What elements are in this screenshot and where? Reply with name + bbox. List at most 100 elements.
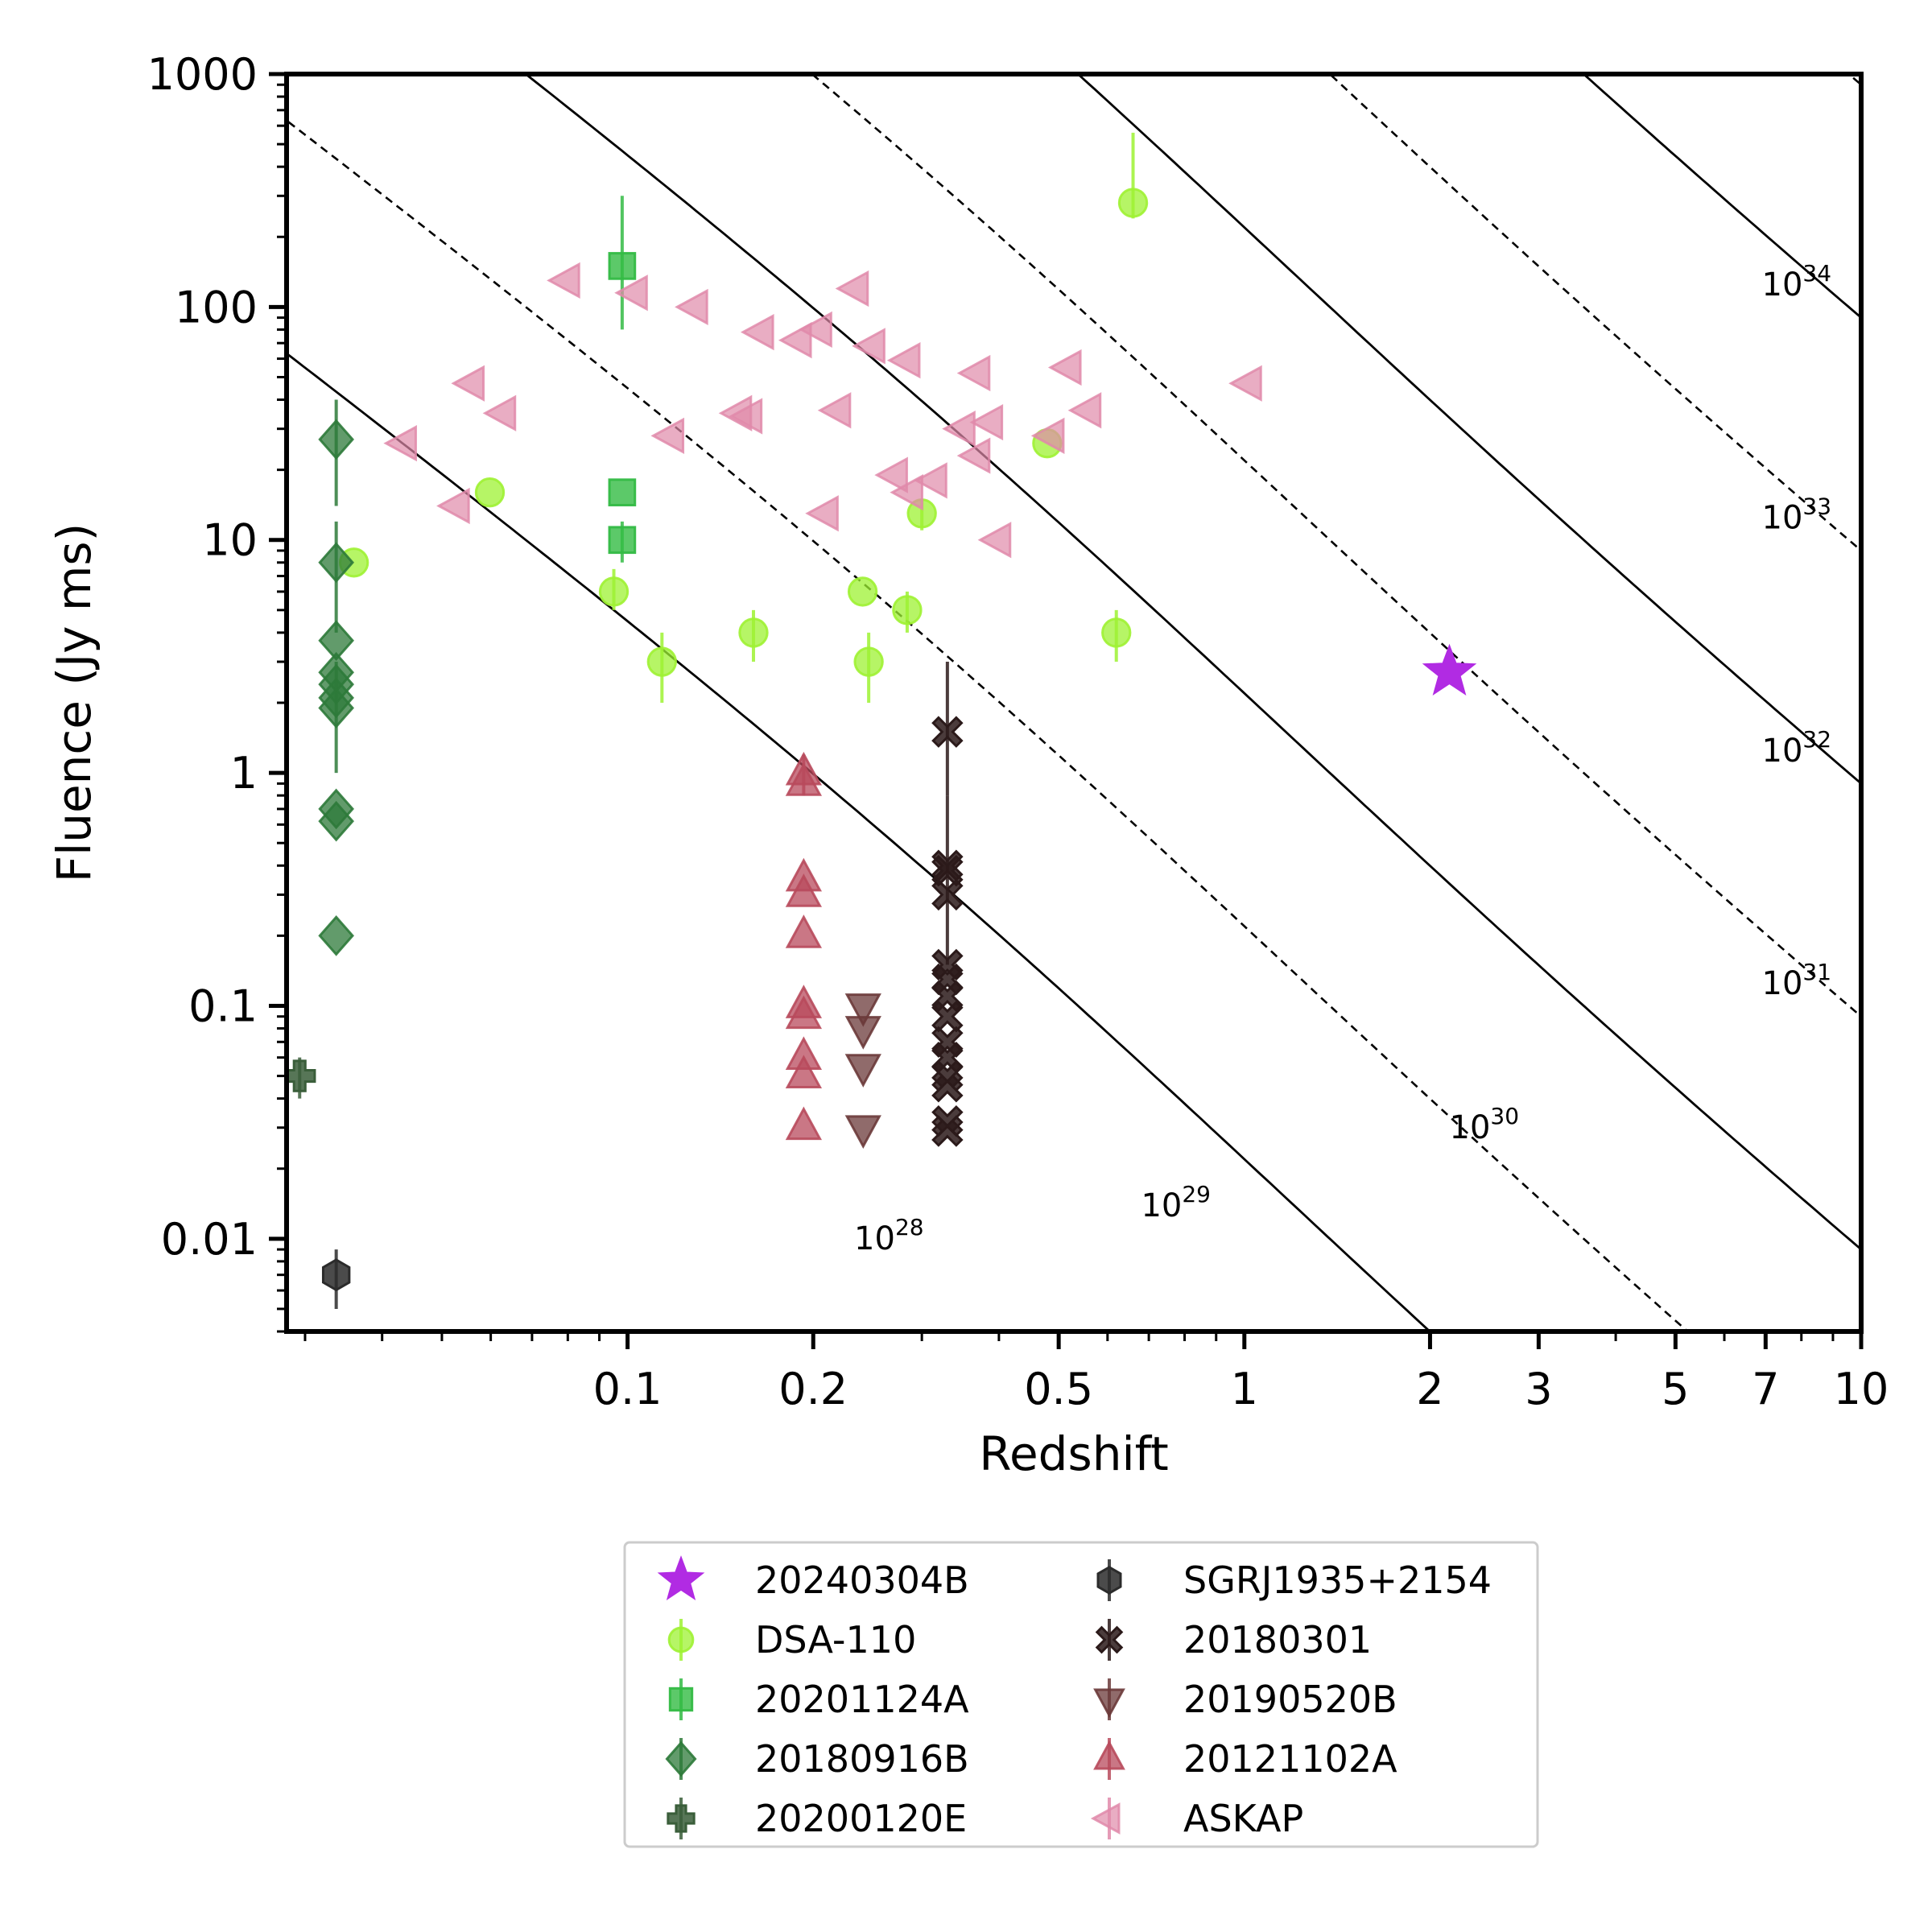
data-point [598,576,630,607]
data-point [650,417,685,454]
data-point [931,1115,964,1147]
data-point [785,1055,823,1088]
energy-curve-label-33: 1033 [1762,493,1832,536]
legend-marker [657,1555,705,1600]
y-tick-label: 10 [202,515,258,566]
energy-curve-30 [523,74,1861,1251]
legend-label: 20200120E [755,1797,967,1840]
legend-item: 20200120E [667,1797,967,1840]
data-point [844,1115,881,1150]
legend-label: 20240304B [755,1558,969,1602]
data-point [778,322,812,359]
data-point [844,1054,881,1088]
data-point [844,993,881,1027]
legend-label: ASKAP [1183,1797,1303,1840]
data-point [931,854,964,887]
data-point [890,474,923,511]
legend: 20240304B DSA-110 20201124A 20180916B 202001… [623,1541,1539,1848]
energy-curve-34 [1582,74,1861,319]
axis-ticks: 0.1 0.2 0.5 1 2 3 5 7 10 0.01 0.1 1 10 100 1000 [147,49,1889,1414]
data-point [383,425,417,462]
legend-item: ASKAP [1090,1797,1303,1840]
data-point [318,914,354,956]
data-point [614,275,648,312]
data-point [805,495,839,532]
data-point [956,437,991,474]
data-point [436,487,470,525]
legend-label: 20180301 [1183,1618,1372,1662]
legend-label: 20121102A [1183,1737,1397,1781]
data-point [321,1258,351,1292]
x-tick-label: 5 [1662,1364,1689,1414]
x-tick-label: 7 [1752,1364,1779,1414]
energy-curve-28 [287,352,1432,1331]
x-tick-label: 2 [1416,1364,1443,1414]
data-points [287,132,1477,1309]
plot-frame [284,72,1864,1334]
data-point [799,311,832,349]
series-20180916B [318,399,354,956]
data-point [853,646,884,677]
data-point [482,394,517,431]
energy-curve-29 [287,119,1690,1331]
series-ASKAP [383,262,1262,559]
data-point [1422,643,1477,696]
energy-curve-label-30: 1030 [1450,1103,1520,1146]
data-point [1047,349,1082,386]
energy-curve-label-29: 1029 [1141,1181,1211,1224]
y-tick-label: 100 [175,282,258,332]
series-20240304B [1422,643,1477,696]
energy-curve-33 [1327,74,1861,551]
data-point [785,1106,823,1141]
data-point [675,288,708,325]
x-tick-label: 0.2 [778,1364,848,1414]
data-point [847,576,878,607]
legend-label: 20201124A [755,1678,969,1721]
data-point [817,392,852,429]
legend-marker [1090,1802,1121,1835]
data-point [729,398,763,435]
legend-item: 20180916B [665,1737,969,1781]
energy-curve-label-31: 1031 [1762,959,1832,1002]
data-point [835,270,869,308]
y-tick-label: 1 [230,748,258,799]
data-point [956,354,991,392]
data-point [1030,417,1065,454]
data-point [977,522,1012,559]
series-20201124A [608,196,637,563]
data-point [892,595,923,625]
y-axis-label: Fluence (Jy ms) [47,523,101,883]
legend-label: 20180916B [755,1737,969,1781]
data-point [785,762,823,796]
y-tick-label: 1000 [147,49,258,100]
legend-item: 20180301 [1095,1618,1372,1662]
data-point [608,478,637,507]
energy-curves [287,74,1861,1331]
energy-curve-32 [1076,74,1861,785]
data-point [914,462,947,499]
legend-label: 20190520B [1183,1678,1397,1721]
y-tick-label: 0.01 [161,1214,258,1265]
series-20121102A [785,751,823,1141]
legend-item: 20190520B [1093,1678,1397,1721]
data-point [451,365,485,402]
legend-box [623,1541,1539,1848]
x-tick-label: 3 [1525,1364,1552,1414]
data-point [287,1059,316,1092]
series-SGRJ1935+2154 [321,1249,351,1309]
legend-item: DSA-110 [667,1618,916,1662]
data-point [931,1000,964,1033]
energy-curve-label-28: 1028 [854,1214,924,1257]
legend-item: 20240304B [657,1555,969,1602]
data-point [318,687,354,729]
data-point [318,419,354,460]
data-point [942,411,976,448]
data-point [931,878,964,911]
data-point [318,800,354,842]
data-point [738,617,769,648]
data-point [1101,617,1132,648]
series-20200120E [287,1057,316,1099]
x-tick-label: 10 [1834,1364,1889,1414]
x-tick-label: 0.1 [593,1364,663,1414]
data-point [785,995,823,1030]
